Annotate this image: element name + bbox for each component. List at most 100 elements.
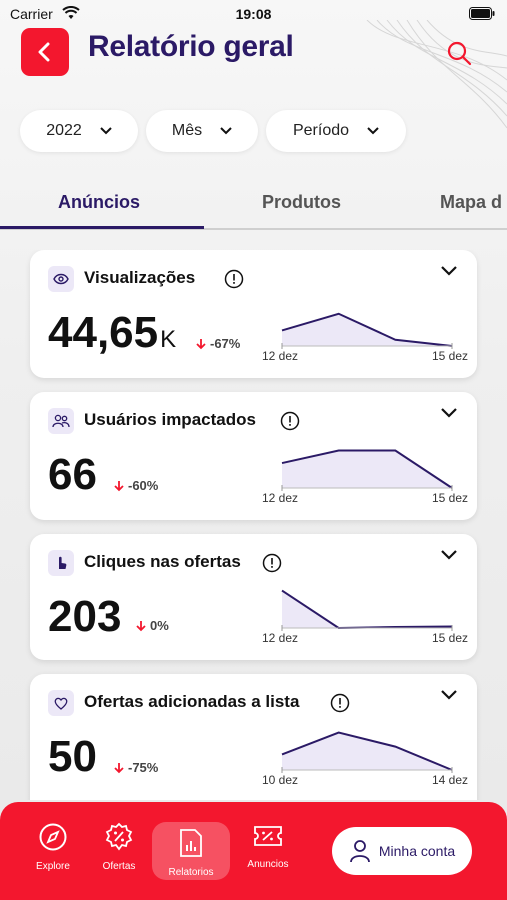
- sparkline-start-label: 12 dez: [262, 631, 299, 645]
- nav-explore-label: Explore: [36, 861, 70, 872]
- battery-icon: [469, 7, 495, 20]
- discount-icon: [105, 822, 133, 851]
- account-button[interactable]: Minha conta: [332, 827, 472, 875]
- change-indicator: -75%: [114, 760, 158, 775]
- arrow-down-icon: [196, 338, 206, 349]
- page-title: Relatório geral: [88, 30, 294, 63]
- compass-icon: [39, 823, 67, 851]
- arrow-down-icon: [114, 762, 124, 773]
- chevron-down-icon[interactable]: [441, 408, 457, 418]
- tab-divider: [0, 228, 507, 230]
- metric-number: 44,65: [48, 308, 159, 357]
- arrow-down-icon: [136, 620, 146, 631]
- sparkline-area: [282, 450, 452, 488]
- carrier-label: Carrier: [10, 6, 53, 22]
- heart-icon: [48, 690, 74, 716]
- info-icon[interactable]: [280, 411, 300, 431]
- nav-explore[interactable]: Explore: [18, 822, 88, 872]
- sparkline-end-label: 15 dez: [432, 349, 469, 363]
- info-icon[interactable]: [330, 693, 350, 713]
- sparkline-area: [282, 732, 452, 770]
- ticket-icon: [254, 826, 282, 846]
- chevron-down-icon: [367, 127, 379, 135]
- nav-ofertas-label: Ofertas: [102, 861, 136, 872]
- metric-value: 203: [48, 592, 123, 642]
- user-icon: [349, 840, 370, 863]
- sparkline-end-label: 15 dez: [432, 631, 469, 645]
- chevron-down-icon[interactable]: [441, 690, 457, 700]
- nav-relatorios-label: Relatorios: [168, 867, 214, 878]
- change-value: 0%: [150, 618, 169, 633]
- chevron-down-icon: [220, 127, 232, 135]
- nav-anuncios[interactable]: Anuncios: [233, 822, 303, 870]
- nav-relatorios[interactable]: Relatorios: [152, 822, 230, 880]
- sparkline-line: [281, 731, 453, 771]
- metric-card-visualizacoes[interactable]: Visualizações 44,65K -67% 12 dez 15 dez: [30, 250, 477, 378]
- users-icon: [48, 408, 74, 434]
- status-bar: Carrier 19:08: [0, 0, 507, 28]
- chevron-down-icon: [100, 127, 112, 135]
- change-value: -75%: [128, 760, 159, 775]
- sparkline-chart: [281, 731, 453, 773]
- sparkline-end-label: 15 dez: [432, 491, 469, 505]
- report-icon: [180, 829, 202, 857]
- back-button[interactable]: [21, 28, 69, 76]
- tab-mapa[interactable]: Mapa d: [440, 192, 503, 212]
- nav-anuncios-label: Anuncios: [247, 859, 289, 870]
- sparkline-chart: [281, 449, 453, 491]
- change-value: -67%: [210, 336, 241, 351]
- period-filter[interactable]: Período: [266, 110, 406, 152]
- tab-anuncios[interactable]: Anúncios: [58, 192, 141, 212]
- arrow-down-icon: [114, 480, 124, 491]
- month-filter[interactable]: Mês: [146, 110, 258, 152]
- metric-title: Visualizações: [84, 268, 196, 287]
- metric-card-usuarios[interactable]: Usuários impactados 66 -60% 12 dez 15 de…: [30, 392, 477, 520]
- chevron-down-icon[interactable]: [441, 550, 457, 560]
- wifi-icon: [62, 6, 80, 19]
- metric-value: 50: [48, 732, 99, 782]
- clock: 19:08: [235, 6, 272, 22]
- metric-number: 203: [48, 592, 122, 641]
- metric-card-cliques[interactable]: Cliques nas ofertas 203 0% 12 dez 15 dez: [30, 534, 477, 660]
- chevron-down-icon[interactable]: [441, 266, 457, 276]
- sparkline-end-label: 14 dez: [432, 773, 469, 787]
- metric-value: 66: [48, 450, 99, 500]
- metric-unit: K: [160, 326, 177, 353]
- sparkline-area: [282, 590, 452, 628]
- metrics-list[interactable]: Visualizações 44,65K -67% 12 dez 15 dez …: [20, 250, 490, 800]
- sparkline-start-label: 12 dez: [262, 349, 299, 363]
- month-filter-label: Mês: [171, 122, 203, 139]
- tab-produtos[interactable]: Produtos: [262, 192, 341, 212]
- sparkline-area: [282, 313, 452, 346]
- period-filter-label: Período: [292, 122, 350, 139]
- info-icon[interactable]: [262, 553, 282, 573]
- metric-title: Cliques nas ofertas: [84, 552, 241, 571]
- sparkline-line: [281, 589, 453, 630]
- nav-ofertas[interactable]: Ofertas: [84, 822, 154, 872]
- background-pattern: [366, 20, 507, 129]
- metric-title: Usuários impactados: [84, 410, 256, 429]
- sparkline-start-label: 10 dez: [262, 773, 299, 787]
- info-icon[interactable]: [224, 269, 244, 289]
- metric-title: Ofertas adicionadas a lista: [84, 692, 300, 711]
- search-icon: [447, 41, 472, 66]
- eye-icon: [48, 266, 74, 292]
- year-filter[interactable]: 2022: [20, 110, 138, 152]
- change-indicator: -67%: [196, 336, 240, 351]
- search-button[interactable]: [446, 40, 472, 71]
- chevron-left-icon: [38, 42, 50, 62]
- metric-card-ofertas-lista[interactable]: Ofertas adicionadas a lista 50 -75% 10 d…: [30, 674, 477, 800]
- change-value: -60%: [128, 478, 159, 493]
- active-tab-indicator: [0, 226, 204, 229]
- account-label: Minha conta: [378, 843, 456, 859]
- metric-number: 66: [48, 450, 97, 499]
- sparkline-line: [281, 449, 453, 489]
- tab-bar: Anúncios Produtos Mapa d: [0, 180, 507, 232]
- metric-value: 44,65K: [48, 308, 176, 358]
- sparkline-chart: [281, 312, 453, 349]
- tap-icon: [48, 550, 74, 576]
- sparkline-start-label: 12 dez: [262, 491, 299, 505]
- sparkline-chart: [281, 589, 453, 631]
- year-filter-label: 2022: [46, 122, 82, 139]
- bottom-nav: Explore Ofertas Relatorios Anuncios Minh…: [0, 802, 507, 900]
